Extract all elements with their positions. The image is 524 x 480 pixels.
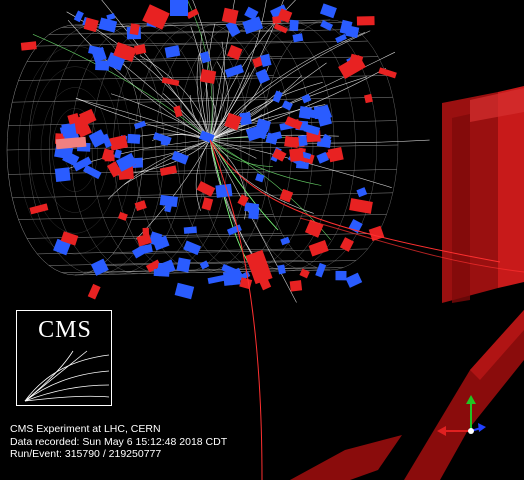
muon-tracks: [209, 139, 524, 480]
muon-chamber-bottom: [290, 435, 402, 480]
caption-run-event: Run/Event: 315790 / 219250777: [10, 448, 162, 460]
muon-chamber-top: [470, 88, 524, 122]
calorimeter-towers: [20, 0, 397, 300]
cms-logo-text: CMS: [38, 317, 92, 343]
cms-logo-tracks-icon: [24, 350, 110, 402]
axis-gizmo: [437, 395, 486, 436]
caption-experiment: CMS Experiment at LHC, CERN: [10, 423, 161, 435]
axis-x-arrow: [437, 426, 446, 436]
cms-logo: CMS: [16, 310, 112, 406]
axis-y-arrow: [466, 395, 476, 404]
muon-track-1: [209, 139, 501, 263]
muon-chamber-side: [498, 86, 524, 288]
axis-origin: [468, 428, 474, 434]
muon-track-2: [209, 139, 263, 480]
axis-z-arrow: [478, 423, 486, 432]
muon-chambers: [290, 86, 524, 480]
event-caption: CMS Experiment at LHC, CERN Data recorde…: [10, 423, 227, 461]
caption-date: Data recorded: Sun May 6 15:12:48 2018 C…: [10, 435, 228, 448]
